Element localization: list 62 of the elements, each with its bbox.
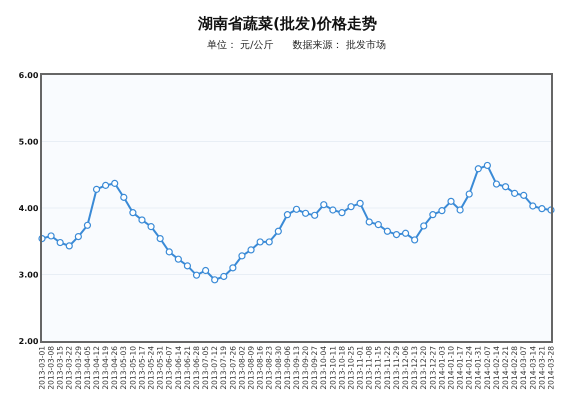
y-tick-label: 3.00 — [18, 270, 39, 280]
point — [274, 228, 282, 235]
point — [438, 207, 446, 214]
point — [92, 186, 100, 193]
point — [120, 194, 128, 201]
point — [211, 276, 218, 284]
point — [147, 223, 155, 230]
y-tick-label: 4.00 — [18, 204, 39, 213]
point — [492, 180, 500, 188]
point — [256, 238, 264, 246]
point — [102, 182, 110, 189]
point — [320, 201, 328, 208]
point — [474, 165, 482, 172]
point — [484, 162, 491, 170]
point — [74, 233, 82, 240]
point — [392, 231, 400, 238]
point — [266, 238, 273, 246]
point — [366, 218, 373, 226]
point — [47, 232, 55, 240]
point — [284, 211, 292, 218]
point — [84, 222, 92, 229]
point — [156, 234, 164, 242]
point — [192, 272, 200, 279]
point — [184, 262, 192, 270]
point — [356, 200, 364, 207]
point — [66, 242, 73, 250]
point — [238, 252, 246, 260]
point — [338, 209, 346, 216]
chart-subtitle: 单位： 元/公斤 数据来源： 批发市场 — [207, 39, 386, 51]
y-tick-label: 2.00 — [18, 336, 39, 346]
point — [329, 206, 336, 214]
point — [456, 206, 464, 214]
chart-title: 湖南省蔬菜(批发)价格走势 — [197, 14, 377, 32]
point — [111, 180, 118, 187]
point — [429, 211, 436, 218]
point — [420, 222, 428, 230]
point — [466, 190, 473, 198]
point — [292, 206, 300, 213]
point — [347, 203, 355, 210]
point — [302, 210, 310, 217]
point — [220, 272, 228, 280]
point — [402, 230, 410, 237]
point — [384, 228, 391, 235]
point — [411, 236, 418, 244]
point — [229, 264, 236, 272]
point — [138, 216, 146, 224]
point — [174, 256, 182, 263]
point — [311, 212, 318, 219]
point — [374, 221, 382, 228]
point — [447, 198, 455, 205]
y-tick-label: 6.00 — [18, 70, 39, 80]
point — [166, 248, 173, 256]
point — [129, 209, 136, 216]
point — [538, 205, 546, 212]
point — [520, 192, 528, 199]
point — [502, 183, 510, 190]
point — [56, 238, 64, 246]
point — [511, 190, 518, 197]
point — [247, 246, 255, 254]
point — [202, 266, 210, 274]
point — [529, 202, 536, 210]
y-tick-label: 5.00 — [18, 137, 39, 146]
